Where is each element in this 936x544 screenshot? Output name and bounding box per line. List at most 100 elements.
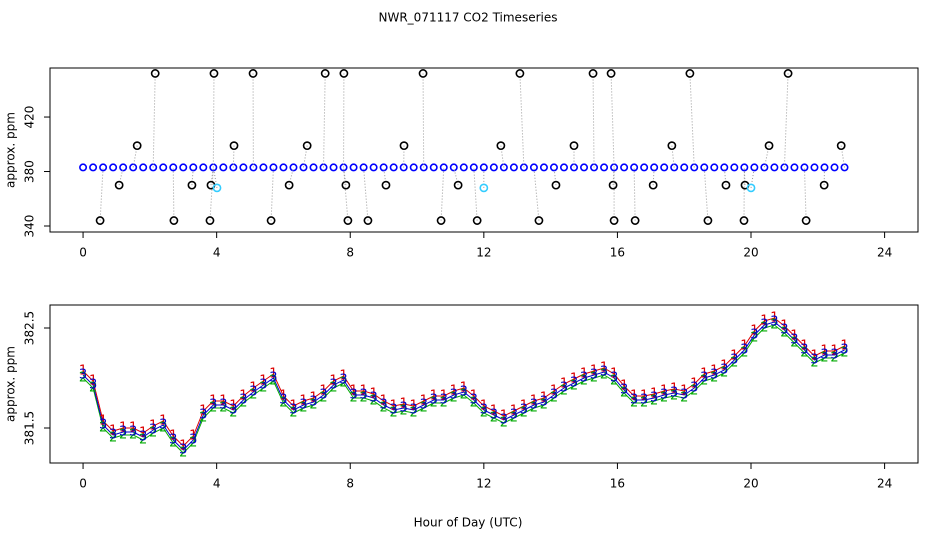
x-tick-label: 20 xyxy=(743,477,758,491)
point-symbol: 3 xyxy=(710,368,718,383)
y-axis-label: approx. ppm xyxy=(4,112,18,188)
y-tick-label: 380 xyxy=(23,160,37,183)
point-symbol: 3 xyxy=(840,343,848,358)
point-symbol: 3 xyxy=(349,388,357,403)
point-symbol: 3 xyxy=(169,433,177,448)
x-tick-label: 12 xyxy=(476,246,491,260)
x-tick-label: 16 xyxy=(610,246,625,260)
point-symbol: 3 xyxy=(530,398,538,413)
point-symbol: 3 xyxy=(99,418,107,433)
point-symbol: 3 xyxy=(730,353,738,368)
point-symbol: 3 xyxy=(79,368,87,383)
point-symbol: 3 xyxy=(520,403,528,418)
point-symbol: 3 xyxy=(109,428,117,443)
x-tick-label: 8 xyxy=(346,477,354,491)
point-symbol: 3 xyxy=(219,398,227,413)
point-symbol: 3 xyxy=(500,413,508,428)
x-tick-label: 20 xyxy=(743,246,758,260)
point-symbol: 3 xyxy=(339,373,347,388)
point-symbol: 3 xyxy=(630,393,638,408)
x-tick-label: 4 xyxy=(213,477,221,491)
point-symbol: 3 xyxy=(800,343,808,358)
point-symbol: 3 xyxy=(690,381,698,396)
point-symbol: 3 xyxy=(239,393,247,408)
x-tick-label: 4 xyxy=(213,246,221,260)
point-symbol: 3 xyxy=(259,378,267,393)
point-symbol: 3 xyxy=(209,398,217,413)
x-tick-label: 16 xyxy=(610,477,625,491)
x-tick-label: 0 xyxy=(79,246,87,260)
point-symbol: 3 xyxy=(600,365,608,380)
point-symbol: 3 xyxy=(540,395,548,410)
point-symbol: 3 xyxy=(640,393,648,408)
point-symbol: 3 xyxy=(720,363,728,378)
point-symbol: 3 xyxy=(450,388,458,403)
point-symbol: 3 xyxy=(620,383,628,398)
point-symbol: 3 xyxy=(820,348,828,363)
point-symbol: 3 xyxy=(670,386,678,401)
point-symbol: 3 xyxy=(269,371,277,386)
point-symbol: 3 xyxy=(660,388,668,403)
y-axis-label: approx. ppm xyxy=(4,346,18,422)
point-symbol: 3 xyxy=(319,388,327,403)
point-symbol: 3 xyxy=(299,398,307,413)
point-symbol: 3 xyxy=(580,371,588,386)
point-symbol: 3 xyxy=(570,376,578,391)
point-symbol: 3 xyxy=(550,388,558,403)
point-symbol: 3 xyxy=(460,385,468,400)
y-tick-label: 382.5 xyxy=(23,311,37,345)
point-symbol: 3 xyxy=(359,388,367,403)
y-tick-label: 340 xyxy=(23,215,37,238)
point-symbol: 3 xyxy=(440,393,448,408)
point-symbol: 3 xyxy=(309,395,317,410)
point-symbol: 3 xyxy=(470,393,478,408)
chart-title: NWR_071117 CO2 Timeseries xyxy=(379,11,558,25)
point-symbol: 3 xyxy=(780,323,788,338)
x-tick-label: 24 xyxy=(877,477,892,491)
point-symbol: 3 xyxy=(400,401,408,416)
point-symbol: 3 xyxy=(410,403,418,418)
point-symbol: 3 xyxy=(390,403,398,418)
point-symbol: 3 xyxy=(189,433,197,448)
point-symbol: 3 xyxy=(760,318,768,333)
point-symbol: 3 xyxy=(510,408,518,423)
point-symbol: 3 xyxy=(430,393,438,408)
point-symbol: 3 xyxy=(700,371,708,386)
point-symbol: 3 xyxy=(590,368,598,383)
point-symbol: 3 xyxy=(490,408,498,423)
point-symbol: 3 xyxy=(159,418,167,433)
point-symbol: 3 xyxy=(750,328,758,343)
point-symbol: 3 xyxy=(119,425,127,440)
point-symbol: 3 xyxy=(480,403,488,418)
point-symbol: 3 xyxy=(790,333,798,348)
point-symbol: 3 xyxy=(129,425,137,440)
point-symbol: 3 xyxy=(420,398,428,413)
point-symbol: 3 xyxy=(279,393,287,408)
x-tick-label: 8 xyxy=(346,246,354,260)
point-symbol: 3 xyxy=(830,348,838,363)
point-symbol: 3 xyxy=(329,378,337,393)
point-symbol: 3 xyxy=(199,408,207,423)
x-tick-label: 0 xyxy=(79,477,87,491)
point-symbol: 3 xyxy=(369,391,377,406)
point-symbol: 3 xyxy=(810,353,818,368)
point-symbol: 3 xyxy=(770,315,778,330)
x-tick-label: 24 xyxy=(877,246,892,260)
y-tick-label: 420 xyxy=(23,106,37,129)
x-tick-label: 12 xyxy=(476,477,491,491)
point-symbol: 3 xyxy=(149,423,157,438)
point-symbol: 3 xyxy=(680,388,688,403)
point-symbol: 3 xyxy=(650,391,658,406)
point-symbol: 3 xyxy=(740,343,748,358)
point-symbol: 3 xyxy=(179,443,187,458)
point-symbol: 3 xyxy=(610,371,618,386)
x-axis-label: Hour of Day (UTC) xyxy=(414,516,523,530)
point-symbol: 3 xyxy=(229,403,237,418)
point-symbol: 3 xyxy=(560,381,568,396)
y-tick-label: 381.5 xyxy=(23,411,37,445)
point-symbol: 3 xyxy=(89,378,97,393)
point-symbol: 3 xyxy=(289,403,297,418)
